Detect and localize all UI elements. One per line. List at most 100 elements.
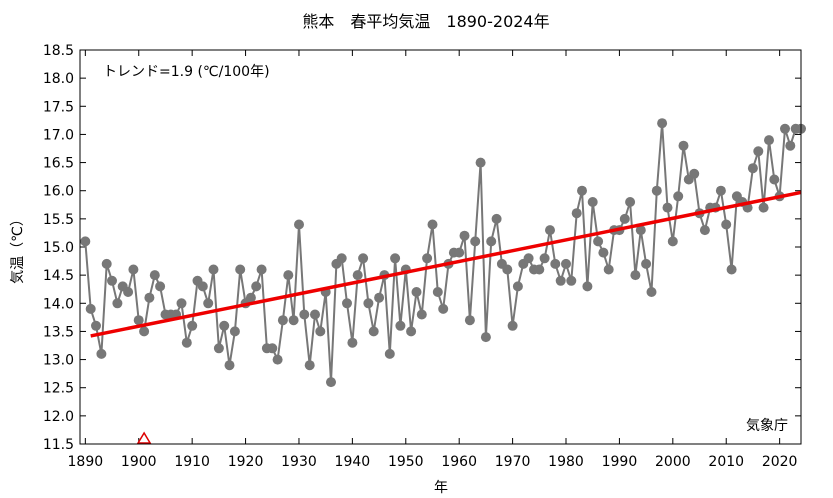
x-tick-label: 1910: [174, 454, 210, 470]
source-label: 気象庁: [746, 418, 788, 434]
data-point: [395, 320, 406, 331]
triangle-marker: [136, 431, 152, 444]
chart-title: 熊本 春平均気温 1890-2024年: [302, 12, 549, 31]
temperature-line: [84, 123, 801, 383]
data-point: [475, 157, 486, 168]
data-point: [288, 315, 299, 326]
data-point: [112, 298, 123, 309]
y-tick-label: 17.5: [43, 99, 74, 115]
data-point: [491, 213, 502, 224]
data-point: [422, 253, 433, 264]
data-point: [272, 354, 283, 365]
x-tick-label: 1960: [441, 454, 477, 470]
data-point: [523, 253, 534, 264]
y-tick-label: 14.0: [43, 296, 74, 312]
data-point: [299, 309, 310, 320]
y-tick-label: 14.5: [43, 268, 74, 284]
x-tick-label: 2010: [708, 454, 744, 470]
data-point: [96, 348, 107, 359]
data-point: [390, 253, 401, 264]
y-tick-label: 13.0: [43, 353, 74, 369]
y-tick-label: 16.5: [43, 156, 74, 172]
x-tick-label: 2020: [762, 454, 798, 470]
data-point: [358, 253, 369, 264]
data-point: [283, 270, 294, 281]
y-tick-label: 16.0: [43, 184, 74, 200]
data-point: [630, 270, 641, 281]
x-tick-label: 1900: [121, 454, 157, 470]
data-point: [619, 213, 630, 224]
data-point: [726, 264, 737, 275]
data-point: [384, 348, 395, 359]
y-tick-label: 12.5: [43, 381, 74, 397]
data-point: [625, 197, 636, 207]
x-tick-label: 1980: [548, 454, 584, 470]
data-point: [363, 298, 374, 309]
data-point: [651, 185, 662, 196]
data-point: [155, 281, 166, 292]
data-point: [101, 258, 112, 269]
data-point: [603, 264, 614, 275]
data-point: [662, 202, 673, 213]
data-point: [566, 275, 577, 286]
data-point: [304, 360, 315, 371]
data-point: [598, 247, 609, 258]
data-point: [352, 270, 363, 281]
y-tick-label: 15.5: [43, 212, 74, 228]
data-point: [251, 281, 262, 292]
x-tick-label: 1940: [335, 454, 371, 470]
data-point: [133, 315, 144, 326]
x-tick-labels: 1890 1900 1910 1920 1930 1940 1950 1960 1970 1980…: [68, 454, 798, 470]
data-point: [80, 236, 91, 247]
data-point: [326, 377, 336, 388]
y-tick-label: 18.5: [43, 43, 74, 59]
data-point: [747, 163, 758, 174]
data-point: [149, 270, 160, 281]
data-point: [277, 315, 288, 326]
data-point: [582, 281, 593, 292]
y-tick-label: 15.0: [43, 240, 74, 256]
data-point: [657, 118, 668, 129]
x-tick-label: 1930: [281, 454, 317, 470]
data-point: [85, 303, 96, 314]
y-tick-label: 17.0: [43, 127, 74, 143]
x-tick-label: 1970: [495, 454, 531, 470]
data-point: [432, 287, 443, 297]
tick-marks: [80, 49, 801, 445]
data-point: [721, 219, 732, 230]
plot-frame: [79, 49, 802, 445]
data-point: [769, 174, 780, 185]
data-point: [256, 264, 267, 275]
data-point: [342, 298, 352, 309]
x-tick-label: 1950: [388, 454, 424, 470]
data-point: [454, 247, 465, 258]
data-point: [539, 253, 550, 264]
data-point: [197, 281, 208, 292]
data-point: [91, 320, 101, 331]
data-point: [128, 264, 139, 275]
data-point: [753, 146, 764, 157]
data-point: [336, 253, 347, 264]
data-point: [144, 292, 155, 303]
data-point: [438, 303, 449, 314]
y-tick-label: 12.0: [43, 409, 74, 425]
data-point: [187, 320, 198, 331]
data-point: [593, 236, 604, 247]
data-point: [368, 326, 379, 337]
data-point: [545, 225, 555, 236]
data-point: [310, 309, 320, 320]
data-point: [176, 298, 187, 309]
trend-line: [90, 190, 802, 338]
y-tick-labels: 11.5 12.0 12.5 13.0 13.5 14.0 14.5 15.0 15.5 16.0…: [43, 43, 74, 453]
data-point: [294, 219, 304, 230]
data-point: [780, 123, 790, 134]
data-point: [245, 292, 256, 303]
data-point: [416, 309, 427, 320]
trend-label: トレンド=1.9 (℃/100年): [103, 64, 270, 80]
data-point: [213, 343, 224, 354]
data-point: [203, 298, 214, 309]
data-point: [267, 343, 278, 354]
data-point: [587, 197, 598, 207]
x-tick-label: 1890: [68, 454, 104, 470]
